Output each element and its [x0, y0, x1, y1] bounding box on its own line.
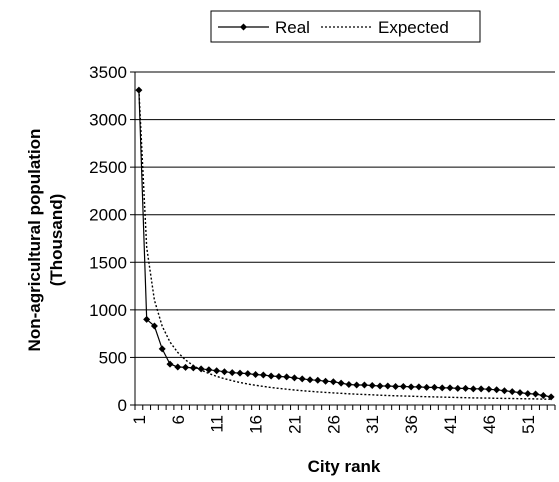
data-point-real — [423, 383, 431, 391]
data-point-real — [267, 372, 275, 380]
data-point-real — [275, 372, 283, 380]
legend-real-marker — [240, 23, 247, 31]
x-axis-title: City rank — [308, 457, 381, 476]
y-tick-label: 500 — [99, 348, 127, 367]
x-tick-label: 51 — [519, 415, 538, 434]
x-tick-label: 41 — [441, 415, 460, 434]
series-line-real — [138, 90, 552, 398]
y-tick-label: 1000 — [89, 301, 127, 320]
x-tick-label: 26 — [324, 415, 343, 434]
data-point-real — [399, 382, 407, 390]
data-point-real — [516, 389, 524, 397]
data-point-real — [524, 390, 532, 398]
data-point-real — [376, 382, 384, 390]
data-point-real — [368, 381, 376, 389]
x-tick-label: 11 — [208, 415, 227, 433]
data-point-real — [150, 322, 158, 330]
x-tick-label: 21 — [285, 415, 304, 434]
data-point-real — [158, 345, 166, 353]
data-point-real — [166, 360, 174, 368]
data-point-real — [469, 385, 477, 393]
data-point-real — [392, 382, 400, 390]
data-point-real — [493, 386, 501, 394]
data-point-real — [213, 367, 221, 375]
data-point-real — [454, 384, 462, 392]
data-point-real — [532, 390, 540, 398]
data-point-real — [236, 369, 244, 377]
data-point-real — [174, 363, 182, 371]
x-tick-label: 1 — [130, 415, 149, 424]
data-point-real — [360, 381, 368, 389]
x-tick-label: 6 — [169, 415, 188, 424]
y-tick-label: 3000 — [89, 111, 127, 130]
legend-real-label: Real — [275, 18, 310, 37]
data-point-real — [252, 371, 260, 379]
y-tick-label: 1500 — [89, 253, 127, 272]
data-point-real — [189, 364, 197, 372]
y-tick-label: 3500 — [89, 63, 127, 82]
data-point-real — [205, 366, 213, 374]
data-point-real — [500, 387, 508, 395]
data-point-real — [197, 365, 205, 373]
legend: Real Expected — [210, 10, 481, 43]
y-axis-title-line1: Non-agricultural population — [25, 129, 44, 352]
x-tick-label: 46 — [480, 415, 499, 434]
y-tick-label: 0 — [118, 396, 127, 415]
data-point-real — [314, 376, 322, 384]
data-point-real — [485, 385, 493, 393]
data-point-real — [306, 376, 314, 384]
data-point-real — [135, 86, 143, 94]
data-point-real — [329, 378, 337, 386]
data-point-real — [298, 375, 306, 383]
data-point-real — [228, 369, 236, 377]
data-point-real — [345, 381, 353, 389]
data-point-real — [462, 384, 470, 392]
data-point-real — [353, 381, 361, 389]
data-point-real — [322, 377, 330, 385]
data-point-real — [337, 379, 345, 387]
data-point-real — [290, 374, 298, 382]
data-point-real — [539, 391, 547, 399]
x-tick-label: 16 — [247, 415, 266, 434]
data-point-real — [407, 383, 415, 391]
data-point-real — [415, 383, 423, 391]
y-axis-title-line2: (Thousand) — [47, 194, 66, 287]
x-tick-label: 31 — [363, 415, 382, 434]
data-point-real — [430, 383, 438, 391]
data-point-real — [182, 363, 190, 371]
data-point-real — [244, 370, 252, 378]
data-point-real — [438, 384, 446, 392]
data-point-real — [283, 373, 291, 381]
data-point-real — [143, 315, 151, 323]
y-tick-label: 2000 — [89, 206, 127, 225]
legend-expected-label: Expected — [378, 18, 449, 37]
data-point-real — [384, 382, 392, 390]
series-line-expected — [138, 90, 552, 400]
data-point-real — [508, 388, 516, 396]
x-tick-label: 36 — [402, 415, 421, 434]
y-tick-label: 2500 — [89, 158, 127, 177]
data-point-real — [446, 384, 454, 392]
data-point-real — [259, 371, 267, 379]
data-point-real — [220, 368, 228, 376]
data-point-real — [477, 385, 485, 393]
